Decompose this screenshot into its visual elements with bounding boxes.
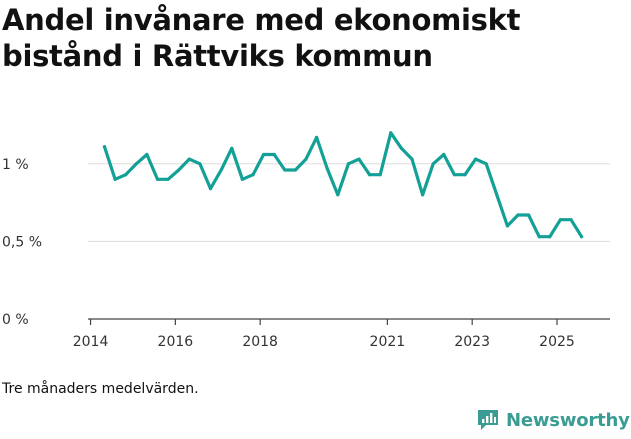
data-point — [155, 177, 160, 181]
bar-chart-logo-icon — [478, 410, 498, 430]
data-point — [452, 173, 456, 177]
data-point — [558, 218, 563, 222]
data-point — [442, 152, 446, 157]
data-point — [240, 177, 244, 181]
data-point — [304, 157, 308, 161]
data-point — [474, 157, 478, 161]
data-point — [580, 235, 584, 239]
data-point — [283, 168, 287, 172]
data-point — [208, 187, 213, 191]
chart-title: Andel invånare med ekonomiskt bistånd i … — [2, 3, 521, 73]
data-point — [187, 157, 191, 161]
data-point — [463, 173, 467, 177]
data-point — [230, 146, 234, 150]
y-tick-label: 0 % — [2, 312, 29, 328]
series-line — [102, 131, 584, 239]
footnote: Tre månaders medelvärden. — [2, 381, 199, 397]
x-tick-label: 2018 — [242, 334, 278, 350]
data-point — [219, 168, 223, 172]
x-tick-label: 2021 — [370, 334, 406, 350]
data-point — [262, 152, 266, 157]
data-point — [410, 157, 414, 161]
data-point — [166, 177, 170, 181]
data-point — [134, 162, 138, 166]
data-point — [505, 224, 509, 228]
data-point — [272, 152, 276, 157]
brand-name: Newsworthy — [506, 409, 630, 431]
data-point — [357, 157, 361, 161]
data-point — [399, 146, 403, 150]
data-point — [495, 193, 499, 197]
data-point — [421, 193, 425, 197]
data-point — [527, 213, 531, 217]
data-point — [548, 235, 552, 239]
data-point — [124, 173, 128, 177]
data-point — [431, 162, 435, 166]
data-point — [516, 213, 520, 217]
chart: 0 % 0,5 % 1 % 2014 2016 2018 2021 2023 2025 — [2, 131, 610, 350]
y-tick-label: 1 % — [2, 157, 29, 173]
data-point — [484, 162, 488, 166]
data-point — [389, 131, 393, 135]
brand-logo[interactable]: Newsworthy — [476, 408, 630, 432]
data-point — [102, 145, 107, 149]
data-point — [315, 135, 319, 139]
data-point — [537, 235, 541, 239]
data-point — [336, 193, 340, 197]
data-point — [368, 173, 372, 177]
data-point — [346, 162, 350, 166]
data-point — [177, 168, 181, 172]
x-tick-label: 2023 — [454, 334, 490, 350]
data-point — [145, 152, 149, 157]
data-point — [113, 177, 117, 181]
data-point — [251, 173, 255, 177]
data-point — [378, 173, 382, 177]
data-point — [293, 168, 297, 172]
data-point — [569, 218, 573, 222]
x-tick-label: 2014 — [73, 334, 109, 350]
data-point — [198, 162, 202, 166]
x-tick-label: 2025 — [539, 334, 575, 350]
x-tick-label: 2016 — [158, 334, 194, 350]
y-tick-label: 0,5 % — [2, 234, 42, 250]
data-point — [325, 166, 329, 171]
